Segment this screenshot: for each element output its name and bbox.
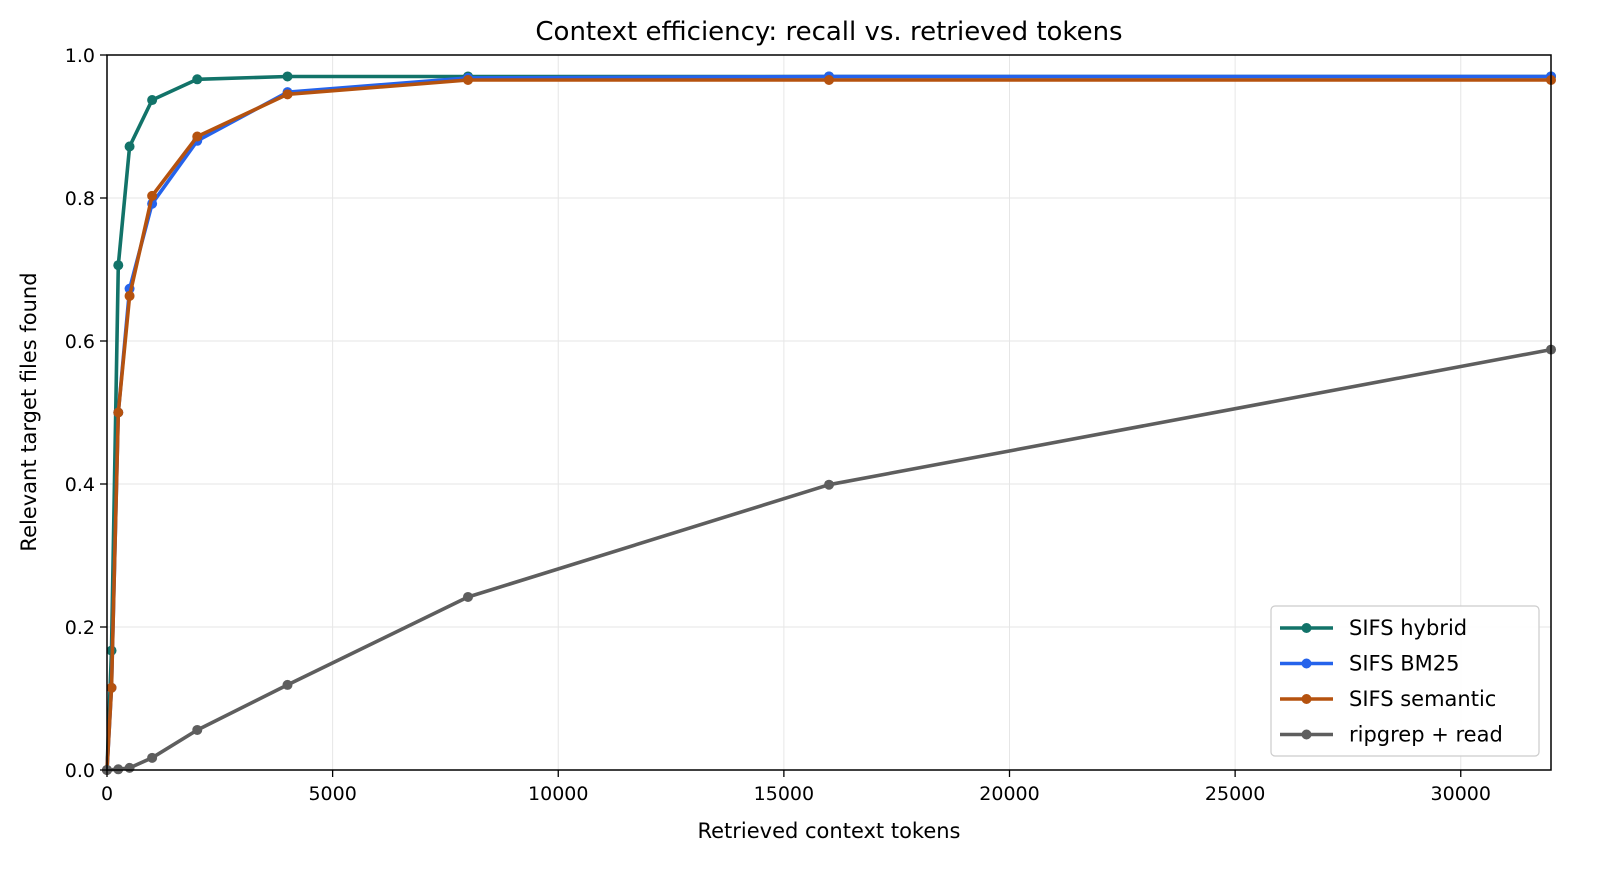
legend-swatch-marker <box>1301 623 1312 633</box>
data-point-sifs-semantic <box>147 190 158 201</box>
x-axis-label: Retrieved context tokens <box>697 819 960 843</box>
data-point-sifs-semantic <box>463 75 473 86</box>
legend-label: ripgrep + read <box>1349 723 1503 747</box>
x-tick-label: 25000 <box>1205 783 1265 805</box>
legend-box <box>1270 605 1540 757</box>
legend-swatch-marker <box>1301 729 1312 740</box>
y-tick-label: 0.0 <box>65 760 95 782</box>
y-tick-label: 0.6 <box>65 331 95 353</box>
y-tick-label: 0.2 <box>65 617 95 639</box>
series-ripgrep-read <box>102 344 1556 775</box>
data-point-sifs-semantic <box>282 89 293 100</box>
data-point-sifs-semantic <box>124 290 135 301</box>
legend-entry-sifs-semantic: SIFS semantic <box>1280 687 1496 711</box>
y-tick-label: 1.0 <box>65 45 95 67</box>
legend-swatch-marker <box>1301 658 1312 669</box>
x-tick-label: 5000 <box>308 783 356 805</box>
series-line-sifs-semantic <box>105 78 1553 772</box>
legend-entry-ripgrep-read: ripgrep + read <box>1280 723 1503 747</box>
data-point-ripgrep-read <box>282 679 293 690</box>
data-point-sifs-semantic <box>824 75 834 86</box>
data-point-sifs-hybrid <box>192 74 203 85</box>
data-point-sifs-semantic <box>106 682 117 693</box>
series-layer <box>102 71 1556 775</box>
legend-label: SIFS BM25 <box>1349 652 1460 676</box>
plot-frame <box>106 54 1552 771</box>
data-point-sifs-hybrid <box>147 95 158 106</box>
legend-label: SIFS semantic <box>1349 687 1496 711</box>
y-tick-label: 0.4 <box>65 474 95 496</box>
y-tick-label: 0.8 <box>65 188 95 210</box>
legend-label: SIFS hybrid <box>1349 616 1467 640</box>
x-tick-label: 30000 <box>1431 783 1491 805</box>
data-point-sifs-semantic <box>192 131 203 142</box>
chart-title: Context efficiency: recall vs. retrieved… <box>535 17 1122 47</box>
x-tick-label: 15000 <box>754 783 814 805</box>
legend-swatch-marker <box>1301 694 1312 704</box>
x-tick-label: 10000 <box>528 783 588 805</box>
data-point-sifs-hybrid <box>124 141 135 152</box>
data-point-ripgrep-read <box>463 591 473 602</box>
y-axis-ticks: 0.0 0.2 0.4 0.6 0.8 1.0 <box>65 45 107 782</box>
x-tick-label: 20000 <box>979 783 1039 805</box>
data-point-ripgrep-read <box>824 479 834 490</box>
x-tick-label: 0 <box>101 783 113 805</box>
data-point-sifs-hybrid <box>113 260 124 271</box>
data-point-ripgrep-read <box>124 762 135 773</box>
legend: SIFS hybrid SIFS BM25 SIFS semantic ripgrep… <box>1270 605 1540 757</box>
data-point-ripgrep-read <box>147 752 158 763</box>
legend-entry-sifs-bm25: SIFS BM25 <box>1280 652 1460 676</box>
data-point-sifs-hybrid <box>282 71 293 82</box>
data-point-ripgrep-read <box>192 724 203 735</box>
legend-entry-sifs-hybrid: SIFS hybrid <box>1280 616 1467 640</box>
x-axis-ticks: 0 5000 10000 15000 20000 25000 30000 <box>101 770 1491 805</box>
y-axis-label: Relevant target files found <box>17 272 41 551</box>
data-point-sifs-semantic <box>113 407 124 418</box>
